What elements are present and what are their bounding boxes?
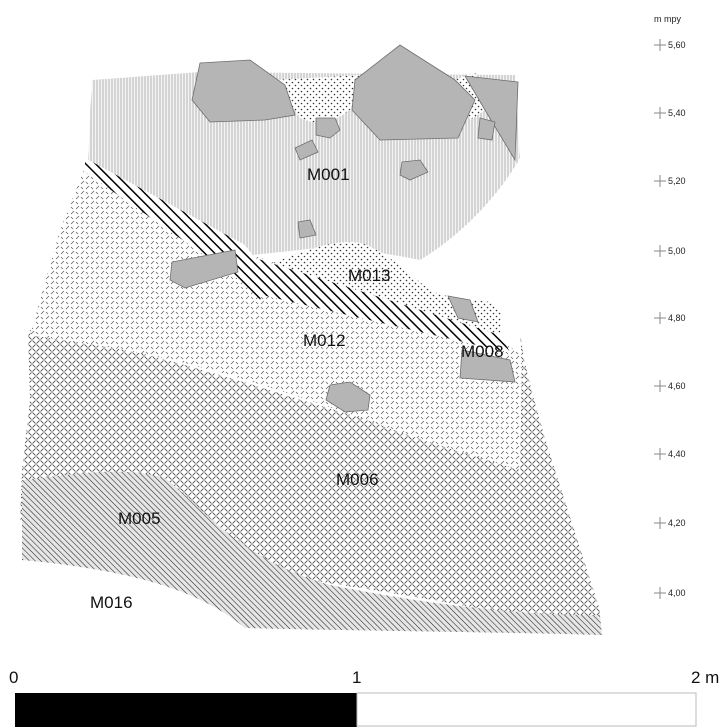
scale-label-1: 1	[352, 668, 361, 687]
elevation-tick-label: 4,40	[668, 449, 686, 459]
elevation-tick-label: 4,60	[668, 381, 686, 391]
layer-m005-area	[22, 471, 602, 635]
layer-m013-area	[262, 241, 502, 335]
layer-label-m006: M006	[336, 470, 379, 489]
scale-label-0: 0	[9, 668, 18, 687]
layer-m008-band	[85, 158, 510, 352]
stones	[169, 44, 519, 413]
elevation-tick-4-60: 4,60	[654, 380, 686, 392]
elevation-axis: m mpy 5,60 5,40 5,20 5,00 4,80 4,60 4,40…	[654, 14, 686, 599]
layer-m013-pocket	[275, 75, 360, 123]
elevation-tick-label: 4,80	[668, 313, 686, 323]
scale-bar-first-half	[15, 693, 357, 727]
elevation-tick-4-40: 4,40	[654, 448, 686, 460]
elevation-tick-label: 4,20	[668, 518, 686, 528]
layer-label-m005: M005	[118, 509, 161, 528]
elevation-tick-label: 5,20	[668, 176, 686, 186]
elevation-unit-label: m mpy	[654, 14, 682, 24]
layer-m012-area	[30, 160, 522, 470]
elevation-tick-4-20: 4,20	[654, 517, 686, 529]
scale-bar-second-half	[356, 692, 697, 727]
layer-label-m013: M013	[348, 266, 391, 285]
layer-m006-area	[20, 330, 600, 635]
layer-label-m008: M008	[461, 342, 504, 361]
elevation-tick-label: 5,40	[668, 108, 686, 118]
layer-label-m001: M001	[307, 165, 350, 184]
scale-label-2m: 2 m	[691, 668, 719, 687]
layer-label-m012: M012	[303, 331, 346, 350]
elevation-tick-label: 4,00	[668, 588, 686, 598]
elevation-tick-label: 5,00	[668, 246, 686, 256]
elevation-tick-5-20: 5,20	[654, 175, 686, 187]
elevation-tick-label: 5,60	[668, 40, 686, 50]
layer-label-m016: M016	[90, 593, 133, 612]
elevation-tick-5-40: 5,40	[654, 107, 686, 119]
elevation-tick-4-80: 4,80	[654, 312, 686, 324]
scale-bar: 0 1 2 m	[9, 668, 719, 727]
elevation-tick-5-00: 5,00	[654, 245, 686, 257]
elevation-tick-5-60: 5,60	[654, 39, 686, 51]
elevation-tick-4-00: 4,00	[654, 587, 686, 599]
